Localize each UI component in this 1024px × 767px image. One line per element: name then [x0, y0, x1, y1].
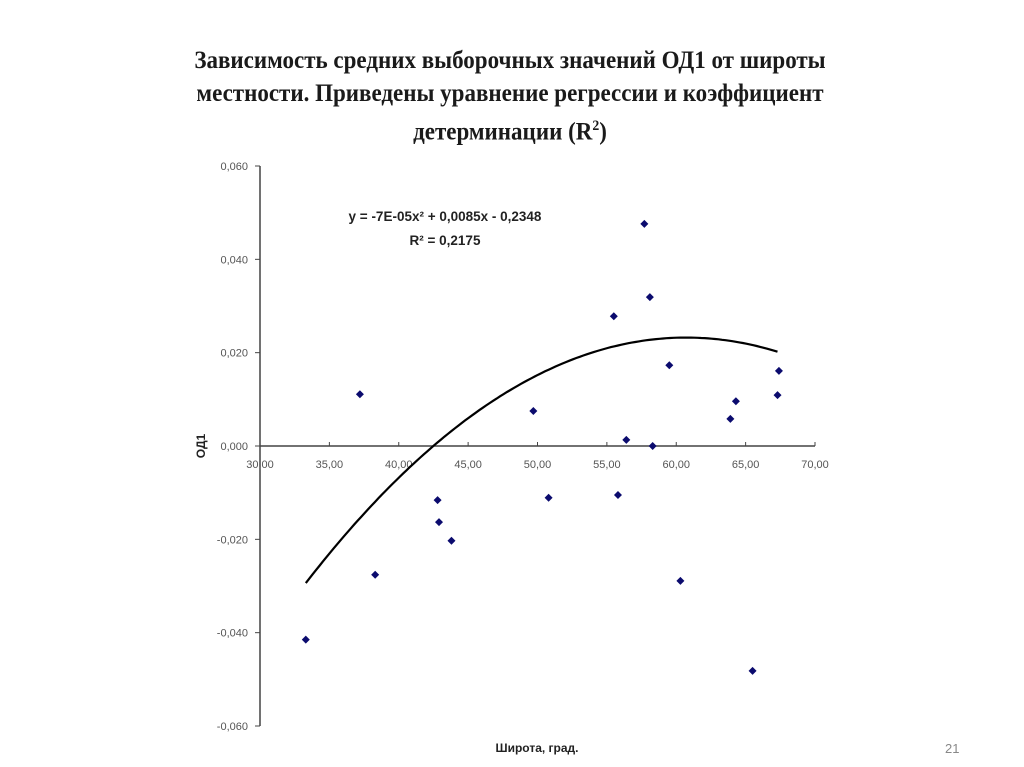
y-tick-label: 0,040 [220, 254, 248, 266]
data-point-marker [748, 666, 757, 675]
y-axis-label: ОД1 [194, 433, 208, 458]
title-line-2: местности. Приведены уравнение регрессии… [196, 80, 824, 107]
x-axis-label: Широта, град. [496, 741, 579, 755]
y-tick-label: 0,060 [220, 161, 248, 173]
data-point-marker [371, 570, 380, 579]
data-point-marker [622, 435, 631, 444]
x-tick-label: 60,00 [662, 459, 690, 471]
data-point-marker [665, 361, 674, 370]
data-point-marker [676, 576, 685, 585]
y-tick-label: 0,000 [220, 441, 248, 453]
y-tick-label: 0,020 [220, 348, 248, 360]
x-tick-label: 30,00 [246, 459, 274, 471]
regression-equation: y = -7E-05x² + 0,0085x - 0,2348 [349, 209, 542, 224]
data-point-marker [355, 390, 364, 399]
data-point-marker [613, 491, 622, 499]
r-squared-label: R² = 0,2175 [410, 233, 481, 248]
data-point-marker [645, 293, 654, 302]
title-line-1: Зависимость средних выборочных значений … [194, 47, 826, 74]
y-tick-label: -0,040 [217, 628, 248, 640]
x-tick-label: 70,00 [801, 459, 829, 471]
data-point-marker [609, 312, 618, 321]
data-point-marker [529, 407, 538, 415]
x-tick-label: 55,00 [593, 459, 621, 471]
data-points [301, 219, 783, 675]
x-tick-label: 65,00 [732, 459, 760, 471]
y-tick-label: -0,060 [217, 721, 248, 733]
data-point-marker [648, 442, 657, 450]
data-point-marker [447, 536, 456, 545]
title-line-3: детерминации (R2) [413, 118, 607, 146]
data-point-marker [434, 518, 443, 527]
data-point-marker [544, 493, 553, 502]
x-tick-label: 35,00 [316, 459, 344, 471]
data-point-marker [731, 397, 740, 406]
y-axis-ticks: 0,060 0,040 0,020 0,000 -0,020 -0,040 -0,060 [217, 161, 260, 733]
trendline [304, 336, 778, 584]
data-point-marker [301, 635, 310, 644]
data-point-marker [640, 219, 649, 228]
data-point-marker [726, 414, 735, 423]
x-tick-label: 50,00 [524, 459, 552, 471]
page-number: 21 [945, 741, 960, 756]
x-axis-ticks: 30,00 35,00 40,00 45,00 50,00 55,00 60,00 65,00… [246, 442, 829, 471]
slide-title: Зависимость средних выборочных значений … [133, 44, 887, 148]
x-tick-label: 40,00 [385, 459, 413, 471]
data-point-marker [774, 366, 783, 375]
x-tick-label: 45,00 [454, 459, 482, 471]
data-point-marker [773, 391, 782, 400]
data-point-marker [433, 496, 442, 505]
y-tick-label: -0,020 [217, 534, 248, 546]
